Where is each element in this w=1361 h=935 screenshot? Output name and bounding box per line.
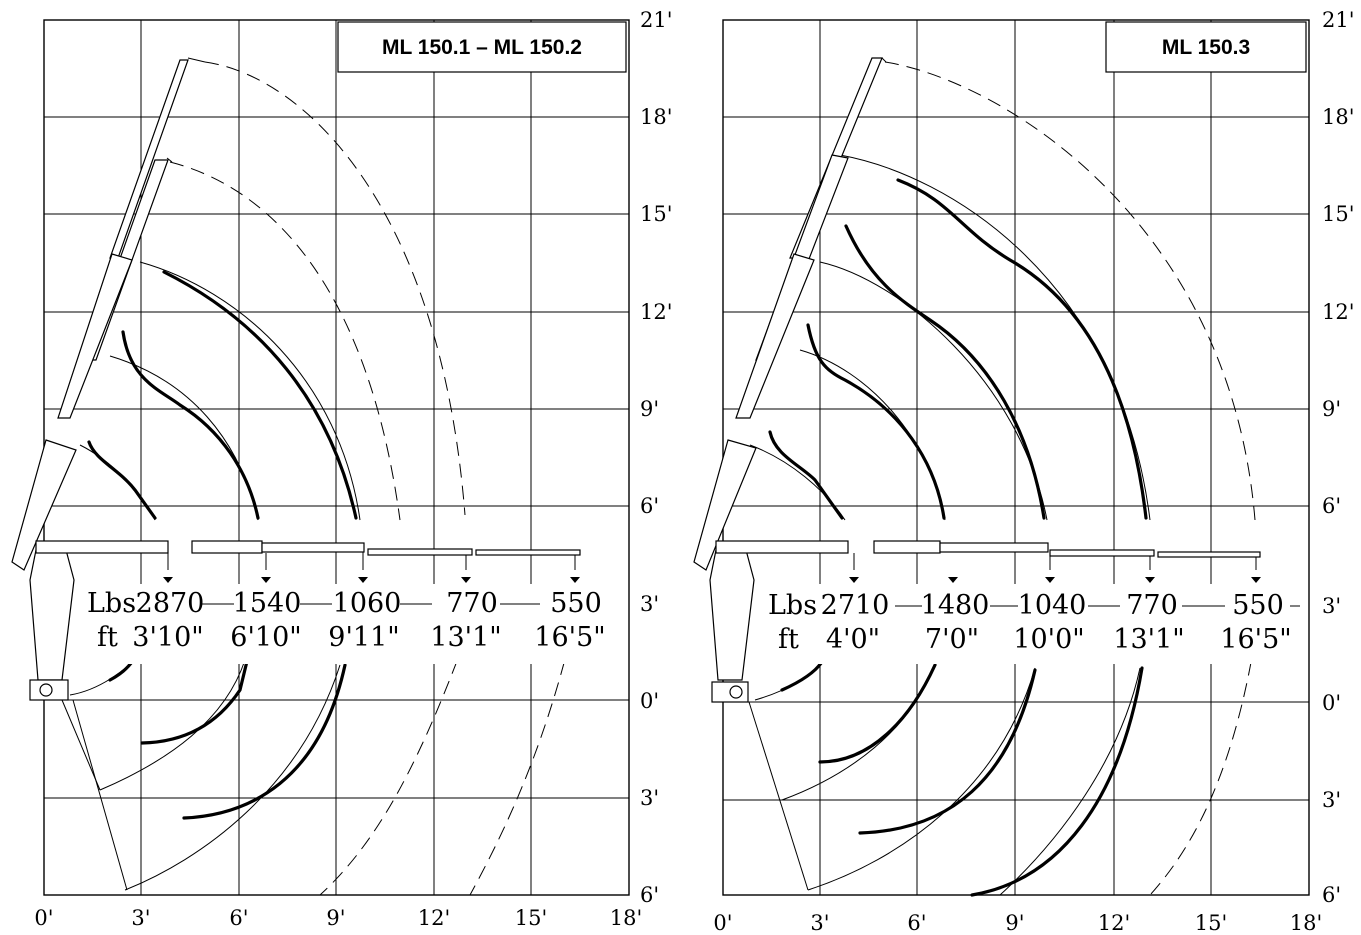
svg-text:3': 3' — [810, 911, 829, 935]
svg-text:3': 3' — [640, 592, 659, 616]
thick-curves-left — [87, 270, 358, 820]
svg-text:6': 6' — [640, 883, 659, 907]
svg-text:18': 18' — [1322, 105, 1355, 129]
load-value: 1540 — [233, 588, 302, 619]
load-value: 1480 — [921, 590, 990, 621]
hook-marker-icon — [261, 577, 271, 583]
load-value: 1060 — [333, 588, 402, 619]
thin-curves-left — [61, 261, 361, 891]
model-title: ML 150.3 — [1162, 36, 1250, 59]
grid-left — [43, 19, 630, 896]
svg-text:12': 12' — [418, 906, 451, 930]
load-value: 770 — [1126, 590, 1178, 621]
svg-text:15': 15' — [640, 202, 673, 226]
reach-value: 13'1" — [430, 622, 501, 653]
x-axis-right: 0' 3' 6' 9' 12' 15' 18' — [713, 911, 1322, 935]
load-value: 2870 — [136, 588, 205, 619]
hook-marker-icon — [358, 577, 368, 583]
model-title: ML 150.1 – ML 150.2 — [382, 36, 582, 59]
svg-text:12': 12' — [640, 300, 673, 324]
hook-marker-icon — [849, 577, 859, 583]
panel-right: ML 150.3 — [693, 8, 1355, 935]
svg-text:0': 0' — [34, 906, 53, 930]
svg-text:18': 18' — [640, 105, 673, 129]
svg-text:18': 18' — [610, 906, 643, 930]
svg-text:12': 12' — [1322, 300, 1355, 324]
grid-right — [722, 19, 1310, 896]
svg-text:21': 21' — [1322, 8, 1355, 32]
svg-text:21': 21' — [640, 8, 673, 32]
svg-text:6': 6' — [1322, 494, 1341, 518]
svg-text:15': 15' — [1322, 202, 1355, 226]
load-table-right: Lbs ft 2710 1480 1040 770 550 4'0" 7'0" … — [768, 590, 1292, 655]
hook-marker-icon — [948, 577, 958, 583]
reach-value: 13'1" — [1113, 624, 1184, 655]
crane-right — [693, 57, 1261, 703]
reach-value: 6'10" — [230, 622, 301, 653]
svg-text:9': 9' — [1005, 911, 1024, 935]
svg-text:0': 0' — [640, 689, 659, 713]
x-axis-left: 0' 3' 6' 9' 12' 15' 18' — [34, 906, 642, 930]
svg-text:12': 12' — [1098, 911, 1131, 935]
load-value: 1040 — [1018, 590, 1087, 621]
svg-text:6': 6' — [907, 911, 926, 935]
svg-text:0': 0' — [713, 911, 732, 935]
svg-text:9': 9' — [326, 906, 345, 930]
reach-value: 4'0" — [826, 624, 880, 655]
load-table-left: Lbs ft 2870 1540 1060 770 550 3'10" 6'10… — [87, 588, 606, 653]
y-axis-right: 21' 18' 15' 12' 9' 6' 3' 0' 3' 6' — [1322, 8, 1355, 907]
svg-text:18': 18' — [1290, 911, 1323, 935]
reach-value: 10'0" — [1013, 624, 1084, 655]
svg-text:3': 3' — [1322, 594, 1341, 618]
thick-curves-right — [768, 178, 1148, 897]
svg-text:15': 15' — [1195, 911, 1228, 935]
svg-text:6': 6' — [1322, 883, 1341, 907]
y-axis-left: 21' 18' 15' 12' 9' 6' 3' 0' 3' 6' — [640, 8, 673, 907]
hook-marker-icon — [163, 577, 173, 583]
load-value: 2710 — [821, 590, 890, 621]
crane-left — [11, 57, 581, 701]
load-value: 770 — [446, 588, 498, 619]
svg-text:3': 3' — [1322, 788, 1341, 812]
svg-text:6': 6' — [640, 494, 659, 518]
svg-text:3': 3' — [640, 786, 659, 810]
unit-load-label: Lbs — [768, 590, 817, 621]
reach-value: 9'11" — [328, 622, 399, 653]
panel-left: ML 150.1 – ML 150.2 — [11, 8, 673, 930]
model-title-box — [337, 21, 627, 73]
reach-value: 16'5" — [534, 622, 605, 653]
svg-text:0': 0' — [1322, 691, 1341, 715]
svg-text:9': 9' — [640, 397, 659, 421]
reach-arcs-left — [169, 61, 571, 896]
unit-distance-label: ft — [97, 622, 118, 653]
load-value: 550 — [1232, 590, 1284, 621]
reach-value: 16'5" — [1220, 624, 1291, 655]
hook-marker-icon — [570, 577, 580, 583]
unit-distance-label: ft — [778, 624, 799, 655]
reach-value: 3'10" — [132, 622, 203, 653]
hook-marker-icon — [1045, 577, 1055, 583]
load-value: 550 — [550, 588, 602, 619]
reach-value: 7'0" — [925, 624, 979, 655]
reach-arcs-right — [884, 61, 1256, 896]
hook-marker-icon — [461, 577, 471, 583]
model-title-box — [1105, 21, 1307, 73]
hook-marker-icon — [1145, 577, 1155, 583]
hook-marker-icon — [1251, 577, 1261, 583]
svg-text:3': 3' — [131, 906, 150, 930]
svg-text:9': 9' — [1322, 397, 1341, 421]
svg-text:6': 6' — [229, 906, 248, 930]
unit-load-label: Lbs — [87, 588, 136, 619]
svg-text:15': 15' — [515, 906, 548, 930]
